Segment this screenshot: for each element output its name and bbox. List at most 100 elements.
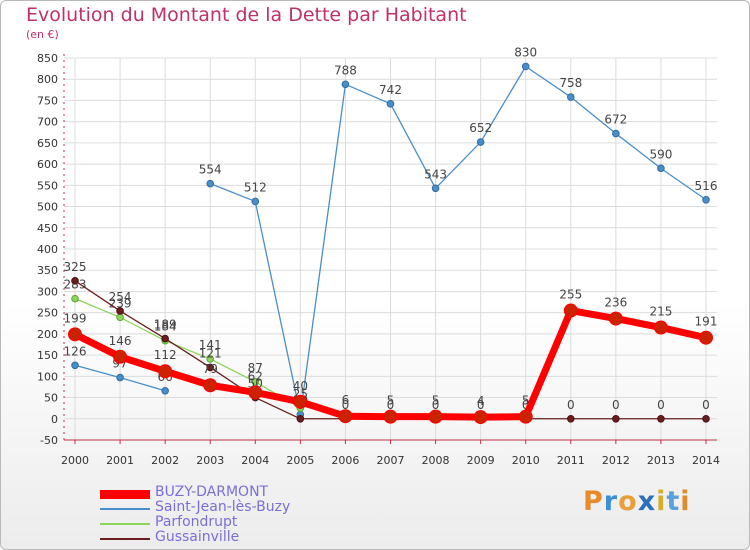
data-point: [657, 164, 665, 173]
data-point: [116, 313, 124, 322]
series-buzy-darmont: 199 146 112 79 62 40 6 5 5 4 5 255 236 215 191: [64, 288, 717, 425]
data-label: 325: [64, 260, 87, 274]
data-point: [383, 409, 398, 424]
legend-label: Parfondrupt: [155, 514, 238, 530]
data-point: [563, 303, 578, 318]
x-tick-label: 2009: [467, 454, 495, 467]
legend-item: Parfondrupt: [100, 514, 400, 532]
y-tick-label: 750: [37, 94, 58, 107]
data-point: [206, 179, 215, 188]
data-point: [702, 195, 710, 204]
data-label: 0: [702, 398, 710, 412]
data-point: [206, 355, 215, 363]
data-label: 5: [432, 394, 440, 408]
data-point: [699, 330, 713, 345]
data-point: [341, 80, 350, 89]
data-point: [476, 138, 485, 146]
y-axis-unit-label: (en €): [26, 28, 59, 41]
x-tick-label: 2008: [422, 454, 450, 467]
data-point: [566, 414, 575, 423]
data-label: 652: [469, 121, 492, 135]
y-tick-label: 700: [37, 116, 58, 129]
data-point: [293, 394, 308, 409]
data-label: 236: [604, 296, 627, 310]
x-tick-label: 2012: [602, 454, 630, 467]
y-tick-label: 50: [44, 392, 58, 405]
chart-title: Evolution du Montant de la Dette par Hab…: [26, 4, 467, 26]
data-label: 0: [432, 398, 440, 412]
data-label: 141: [199, 338, 222, 352]
data-label: 0: [522, 398, 530, 412]
x-tick-label: 2005: [286, 454, 314, 467]
data-label: 184: [154, 320, 177, 334]
data-label: 5: [522, 394, 530, 408]
data-label: 0: [342, 398, 350, 412]
data-point: [338, 409, 353, 424]
logo-letter: t: [666, 486, 681, 517]
data-point: [161, 334, 169, 343]
y-tick-label: 300: [37, 285, 58, 298]
x-tick-label: 2001: [106, 454, 134, 467]
data-label: 255: [559, 288, 582, 302]
legend-swatch: [100, 523, 150, 525]
data-point: [248, 385, 263, 400]
x-tick-label: 2004: [241, 454, 269, 467]
grid: [64, 57, 717, 441]
legend-label: Gussainville: [155, 529, 240, 545]
data-label: 758: [559, 76, 582, 90]
data-point: [161, 386, 169, 395]
series-saint-jean-l-s-buzy: 1269766554512107887425436528307586725905…: [64, 45, 718, 419]
data-label: 112: [154, 348, 177, 362]
series-line: [74, 298, 302, 409]
y-tick-label: 100: [37, 370, 58, 383]
series-line: [209, 65, 707, 416]
y-tick-label: 350: [37, 264, 58, 277]
data-point: [521, 62, 530, 71]
data-point: [702, 414, 710, 423]
data-label: 121: [199, 346, 222, 360]
y-tick-label: 150: [37, 349, 58, 362]
legend-swatch: [100, 489, 150, 499]
logo-letter: P: [583, 486, 604, 517]
data-point: [203, 378, 218, 393]
y-tick-label: 450: [37, 222, 58, 235]
data-point: [71, 361, 79, 370]
y-tick-label: 0: [51, 413, 58, 426]
data-point: [206, 363, 215, 372]
logo-letter: r: [603, 486, 619, 517]
data-label: 254: [109, 290, 132, 304]
data-label: 0: [612, 398, 620, 412]
data-label: 4: [477, 394, 485, 408]
x-tick-label: 2003: [196, 454, 224, 467]
x-tick-label: 2011: [557, 454, 585, 467]
y-tick-label: 200: [37, 328, 58, 341]
data-label: 554: [199, 163, 222, 177]
data-point: [612, 414, 620, 423]
data-label: 40: [293, 379, 308, 393]
y-tick-label: 800: [37, 73, 58, 86]
legend-swatch: [100, 538, 150, 540]
logo-letter: o: [618, 486, 638, 517]
data-label: 512: [244, 180, 267, 194]
data-label: 516: [695, 179, 718, 193]
data-label: 830: [514, 45, 537, 59]
logo-letter: x: [637, 486, 657, 517]
data-label: 543: [424, 167, 447, 181]
legend-item: Gussainville: [100, 529, 400, 547]
data-point: [518, 409, 533, 424]
data-point: [428, 409, 443, 424]
data-label: 0: [477, 398, 485, 412]
data-point: [113, 349, 128, 364]
data-label: 0: [657, 398, 665, 412]
x-tick-label: 2010: [512, 454, 540, 467]
data-label: 189: [154, 318, 177, 332]
logo-letter: i: [656, 486, 667, 517]
y-tick-label: 250: [37, 307, 58, 320]
data-label: 126: [64, 344, 87, 358]
data-point: [608, 311, 623, 326]
data-label: 788: [334, 63, 357, 77]
data-point: [473, 410, 488, 425]
legend-swatch: [100, 508, 150, 510]
